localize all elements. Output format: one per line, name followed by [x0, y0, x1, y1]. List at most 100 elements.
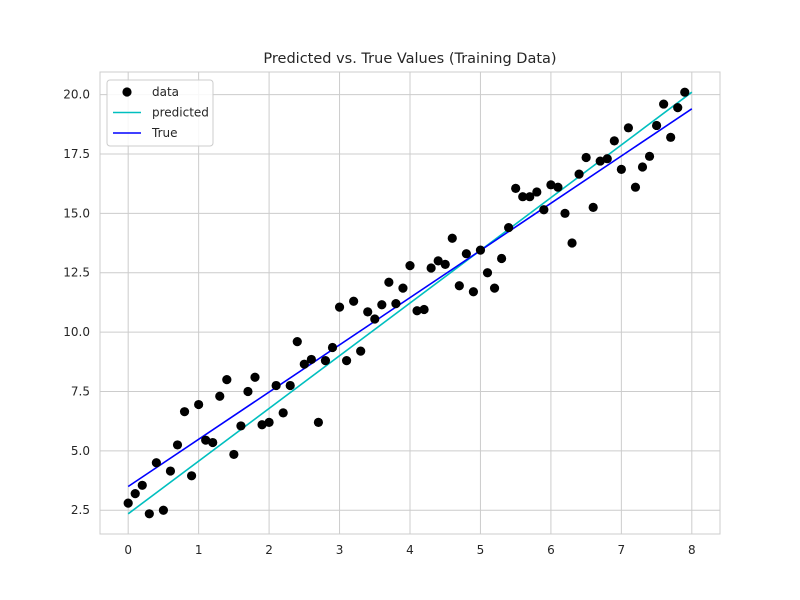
data-point — [588, 202, 598, 212]
data-point — [278, 408, 288, 418]
data-point — [377, 300, 387, 310]
x-tick-label: 7 — [618, 543, 626, 557]
data-point — [609, 136, 619, 146]
legend-label: True — [151, 126, 178, 140]
y-tick-label: 2.5 — [71, 503, 90, 517]
data-point — [468, 287, 479, 297]
data-point — [489, 283, 500, 293]
legend-label: predicted — [152, 106, 209, 120]
data-point — [194, 399, 204, 410]
data-point — [313, 417, 324, 427]
data-point — [215, 391, 225, 401]
data-point — [595, 156, 605, 166]
data-point — [165, 466, 176, 476]
data-point — [574, 169, 584, 179]
data-point — [412, 306, 422, 316]
data-point — [299, 359, 309, 369]
data-point — [616, 164, 626, 174]
data-point — [201, 435, 211, 445]
data-point — [151, 458, 161, 468]
data-point — [264, 417, 274, 427]
data-point — [454, 281, 464, 291]
data-point — [243, 386, 253, 397]
data-point — [363, 307, 373, 317]
data-point — [539, 205, 549, 215]
data-point — [525, 192, 535, 202]
data-point — [334, 302, 345, 312]
data-point — [673, 103, 683, 113]
data-point — [532, 187, 542, 197]
data-point — [320, 356, 331, 366]
x-tick-label: 0 — [124, 543, 132, 557]
x-tick-label: 3 — [336, 543, 344, 557]
data-point — [229, 449, 239, 460]
data-point — [482, 268, 493, 278]
x-tick-label: 8 — [688, 543, 696, 557]
data-point — [475, 245, 486, 255]
data-point — [637, 162, 648, 172]
y-tick-label: 15.0 — [63, 206, 90, 220]
grid — [100, 72, 720, 534]
data-point — [208, 437, 218, 448]
y-tick-label: 12.5 — [63, 266, 90, 280]
data-point — [306, 354, 316, 365]
data-point — [630, 182, 641, 192]
data-point — [405, 260, 415, 271]
legend-marker-data — [122, 87, 132, 97]
x-tick-label: 6 — [547, 543, 555, 557]
x-tick-label: 2 — [265, 543, 273, 557]
x-tick-label: 1 — [195, 543, 203, 557]
y-tick-label: 20.0 — [63, 88, 90, 102]
data-point — [461, 249, 471, 259]
data-point — [222, 375, 232, 385]
data-point — [144, 509, 154, 519]
data-point — [553, 182, 563, 192]
x-tick-label: 5 — [477, 543, 485, 557]
x-tick-label: 4 — [406, 543, 414, 557]
series-line-true — [127, 108, 693, 488]
data-point — [271, 380, 281, 391]
data-point — [370, 314, 380, 324]
data-point — [546, 180, 556, 190]
y-tick-label: 10.0 — [63, 325, 90, 339]
data-point — [426, 263, 436, 273]
data-point — [130, 489, 140, 499]
data-point — [349, 296, 359, 306]
data-point — [285, 380, 295, 391]
y-tick-label: 7.5 — [71, 384, 90, 398]
data-point — [137, 480, 147, 490]
data-point — [666, 132, 676, 142]
data-point — [511, 183, 521, 193]
data-point — [179, 407, 190, 417]
data-point — [158, 505, 169, 515]
data-point — [504, 222, 514, 233]
legend-label: data — [152, 85, 179, 99]
data-point — [398, 283, 408, 293]
plot-frame — [99, 71, 721, 535]
data-point — [623, 123, 634, 133]
data-point — [680, 87, 690, 97]
data-point — [659, 99, 669, 109]
data-point — [419, 304, 429, 315]
data-point — [236, 421, 246, 431]
data-point — [581, 152, 591, 163]
data-point — [341, 356, 352, 366]
data-point — [433, 256, 443, 266]
data-point — [496, 253, 507, 264]
y-tick-label: 5.0 — [71, 444, 90, 458]
tick-labels: 0 1 2 3 4 5 6 7 8 2.5 5.0 7.5 10.0 12.5 15.0 17.5 20.0 — [63, 88, 695, 557]
chart-title: Predicted vs. True Values (Training Data… — [263, 51, 556, 67]
data-point — [518, 192, 528, 202]
data-point — [384, 277, 394, 287]
legend-box — [106, 79, 214, 147]
y-tick-label: 17.5 — [63, 147, 90, 161]
data-point — [292, 336, 302, 347]
data-point — [391, 298, 401, 309]
data-point — [327, 342, 338, 353]
data-point — [651, 120, 662, 131]
data-point — [567, 238, 577, 248]
data-point — [356, 346, 366, 356]
data-point — [123, 498, 133, 508]
